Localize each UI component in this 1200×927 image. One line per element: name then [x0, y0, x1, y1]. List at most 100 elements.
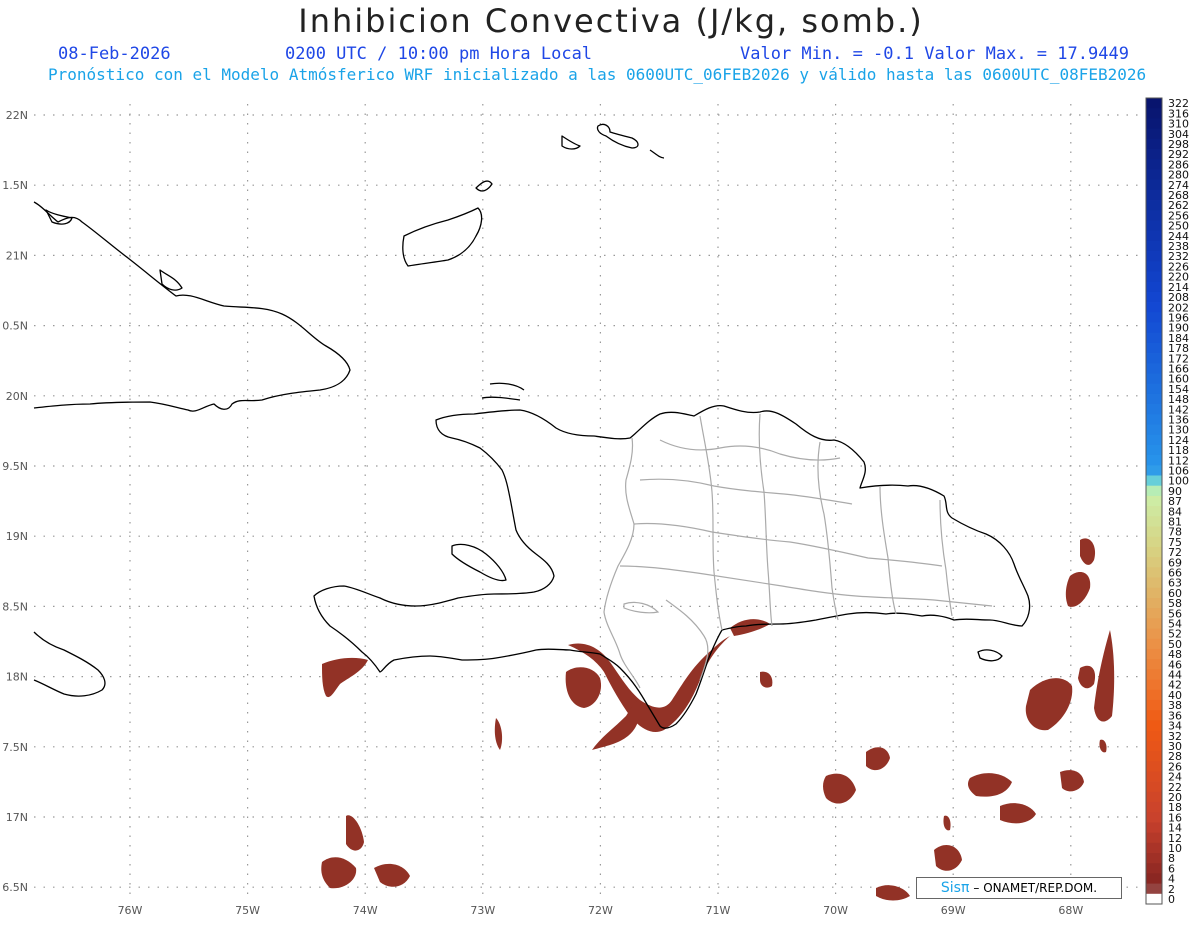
colorbar-label: 40 — [1168, 689, 1182, 702]
colorbar-label: 56 — [1168, 607, 1182, 620]
colorbar-swatch — [1146, 516, 1162, 527]
saona-island — [977, 649, 1003, 662]
province-lines-9 — [939, 499, 953, 617]
colorbar-swatch — [1146, 118, 1162, 130]
colorbar-label: 52 — [1168, 628, 1182, 641]
colorbar-label: 32 — [1168, 730, 1182, 743]
lat-tick-label: 1.5N — [2, 179, 28, 192]
colorbar-swatch — [1146, 536, 1162, 548]
colorbar-swatch — [1146, 383, 1162, 395]
colorbar-swatch — [1146, 679, 1162, 691]
colorbar-label: 20 — [1168, 791, 1182, 804]
lat-tick-label: 7.5N — [2, 741, 28, 754]
colorbar-swatch — [1146, 506, 1162, 517]
colorbar-label: 84 — [1168, 505, 1182, 518]
province-lines-5 — [699, 415, 723, 631]
shade-patch-16 — [760, 671, 773, 688]
colorbar-label: 238 — [1168, 240, 1189, 253]
colorbar-label: 4 — [1168, 873, 1175, 886]
colorbar-swatch — [1146, 291, 1162, 303]
lon-tick-label: 68W — [1058, 904, 1083, 917]
credit-text: – ONAMET/REP.DOM. — [973, 881, 1098, 895]
forecast-time: 0200 UTC / 10:00 pm Hora Local — [285, 44, 593, 64]
shade-patch-3 — [592, 700, 640, 750]
colorbar-label: 148 — [1168, 393, 1189, 406]
colorbar-swatch — [1146, 873, 1162, 884]
model-info: Pronóstico con el Modelo Atmósferico WRF… — [48, 65, 1147, 84]
province-lines-10 — [665, 599, 709, 681]
colorbar-swatch — [1146, 189, 1162, 201]
colorbar-label: 26 — [1168, 760, 1182, 773]
cuba-cay-west — [45, 209, 73, 225]
colorbar-label: 286 — [1168, 158, 1189, 171]
colorbar-label: 14 — [1168, 822, 1182, 835]
colorbar-label: 166 — [1168, 362, 1189, 375]
colorbar-label: 268 — [1168, 189, 1189, 202]
shade-patch-23 — [1099, 739, 1107, 753]
colorbar-swatch — [1146, 169, 1162, 181]
shade-patch-5 — [494, 718, 503, 750]
colorbar-label: 63 — [1168, 577, 1182, 590]
colorbar-swatch — [1146, 434, 1162, 446]
shade-patch-4 — [322, 657, 368, 698]
shade-patch-8 — [1094, 630, 1115, 722]
colorbar-swatch — [1146, 312, 1162, 323]
colorbar-swatch — [1146, 526, 1162, 538]
colorbar-swatch — [1146, 863, 1162, 874]
colorbar-swatch — [1146, 322, 1162, 334]
shade-patch-2 — [730, 619, 770, 636]
lat-tick-label: 20N — [6, 390, 28, 403]
colorbar-swatch — [1146, 781, 1162, 793]
colorbar-label: 46 — [1168, 658, 1182, 671]
colorbar-label: 196 — [1168, 311, 1189, 324]
colorbar-swatch — [1146, 302, 1162, 313]
colorbar-swatch — [1146, 342, 1162, 354]
colorbar-label: 42 — [1168, 679, 1182, 692]
colorbar-label: 214 — [1168, 281, 1189, 294]
colorbar-swatch — [1146, 628, 1162, 640]
cuba-coastline — [33, 201, 351, 412]
lon-tick-label: 73W — [470, 904, 495, 917]
colorbar-swatch — [1146, 261, 1162, 272]
shade-patch-12 — [1000, 803, 1036, 824]
colorbar-label: 232 — [1168, 250, 1189, 263]
shade-patch-11 — [968, 773, 1012, 797]
colorbar-label: 184 — [1168, 332, 1189, 345]
colorbar-label: 10 — [1168, 842, 1182, 855]
shade-patch-14 — [823, 773, 856, 804]
bahamas-island-4 — [596, 123, 639, 149]
map-title: Inhibicion Convectiva (J/kg, somb.) — [298, 2, 924, 40]
shade-patch-6 — [1080, 538, 1096, 565]
colorbar-swatch — [1146, 495, 1162, 507]
province-lines-4 — [619, 565, 993, 607]
colorbar-swatch — [1146, 404, 1162, 415]
colorbar-label: 112 — [1168, 454, 1189, 467]
lat-tick-label: 18N — [6, 671, 28, 684]
colorbar-label: 160 — [1168, 373, 1189, 386]
province-lines-3 — [633, 522, 943, 567]
colorbar-label: 130 — [1168, 424, 1189, 437]
colorbar-label: 256 — [1168, 209, 1189, 222]
colorbar-label: 54 — [1168, 618, 1182, 631]
shade-patch-7 — [1065, 572, 1091, 607]
colorbar-swatch — [1146, 618, 1162, 629]
value-range: Valor Min. = -0.1 Valor Max. = 17.9449 — [740, 44, 1129, 64]
colorbar-swatch — [1146, 567, 1162, 578]
colorbar-swatch — [1146, 597, 1162, 609]
colorbar-label: 298 — [1168, 138, 1189, 151]
colorbar-label: 142 — [1168, 403, 1189, 416]
shade-patch-18 — [321, 857, 357, 889]
colorbar-swatch — [1146, 689, 1162, 701]
colorbar-swatch — [1146, 730, 1162, 742]
colorbar-swatch — [1146, 465, 1162, 476]
colorbar-label: 90 — [1168, 485, 1182, 498]
colorbar-label: 18 — [1168, 801, 1182, 814]
gonave-island — [451, 543, 507, 582]
colorbar-label: 190 — [1168, 322, 1189, 335]
province-lines-1 — [659, 439, 841, 461]
colorbar-label: 292 — [1168, 148, 1189, 161]
province-lines-2 — [639, 478, 853, 505]
colorbar-swatch — [1146, 363, 1162, 374]
colorbar — [1146, 98, 1162, 905]
